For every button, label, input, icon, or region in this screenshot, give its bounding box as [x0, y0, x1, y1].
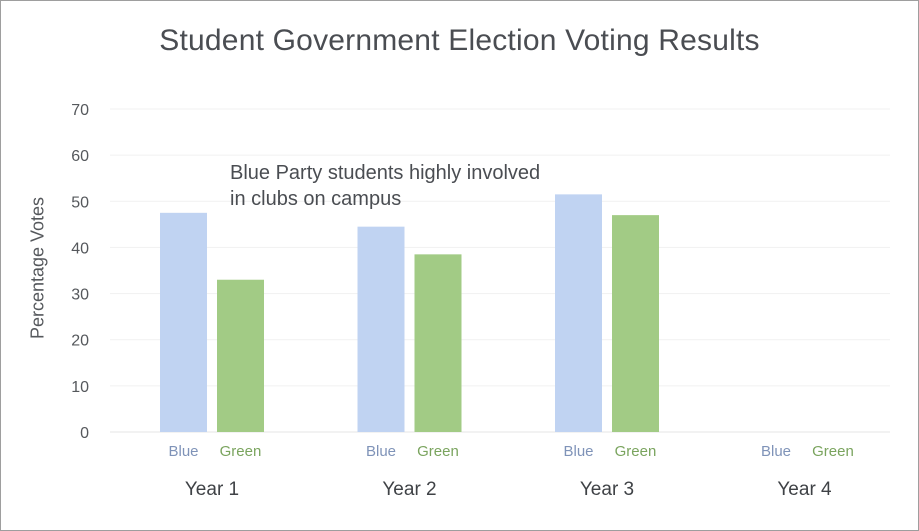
- bar-blue: [555, 194, 602, 432]
- y-tick-label: 20: [71, 333, 89, 350]
- y-tick-label: 40: [71, 240, 89, 257]
- series-label-green: Green: [417, 443, 459, 460]
- series-label-blue: Blue: [168, 443, 198, 460]
- series-label-green: Green: [812, 443, 854, 460]
- chart-annotation: Blue Party students highly involved in c…: [230, 162, 541, 210]
- bar-green: [217, 279, 264, 432]
- bar-blue: [160, 212, 207, 432]
- y-tick-label: 70: [71, 102, 89, 119]
- y-tick-label: 0: [80, 425, 89, 442]
- y-tick-label: 30: [71, 287, 89, 304]
- bar-green: [612, 215, 659, 432]
- series-label-green: Green: [220, 443, 262, 460]
- x-category-label: Year 3: [580, 479, 634, 500]
- x-category-label: Year 4: [777, 479, 832, 500]
- y-tick-label: 60: [71, 148, 89, 165]
- series-label-blue: Blue: [761, 443, 791, 460]
- series-label-blue: Blue: [563, 443, 593, 460]
- y-tick-label: 10: [71, 379, 89, 396]
- x-category-label: Year 1: [185, 479, 239, 500]
- series-label-blue: Blue: [366, 443, 396, 460]
- series-label-green: Green: [615, 443, 657, 460]
- bar-green: [414, 254, 462, 432]
- x-category-label: Year 2: [382, 479, 436, 500]
- chart-title: Student Government Election Voting Resul…: [159, 24, 760, 57]
- y-tick-label: 50: [71, 194, 89, 211]
- bar-blue: [357, 226, 405, 432]
